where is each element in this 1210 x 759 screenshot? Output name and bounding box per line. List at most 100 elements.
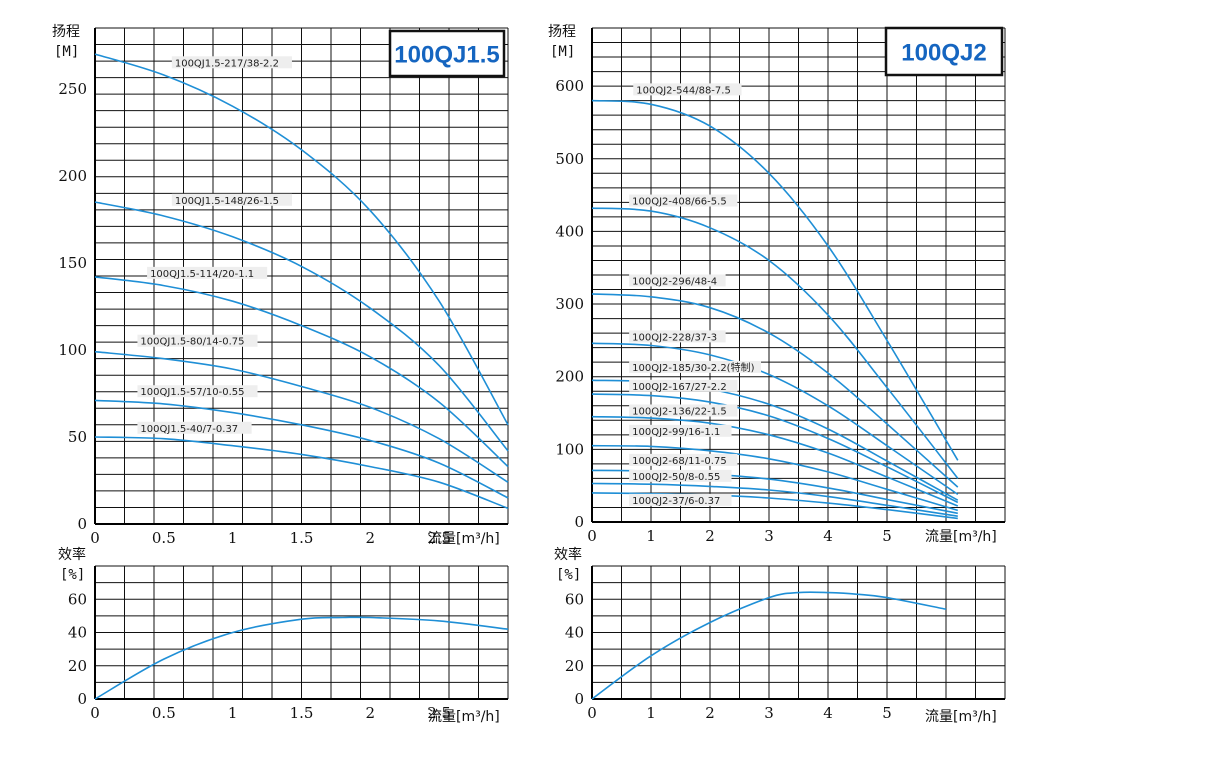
series-line-2 (591, 207, 959, 479)
x-tick-label: 1.5 (290, 529, 314, 547)
series-label: 100QJ1.5-40/7-0.37 (140, 424, 238, 435)
y-tick-label: 60 (565, 590, 584, 608)
y-axis-label: 效率 (554, 546, 582, 563)
chart-panel-3: 0 100 200 300 400 500 600 0 1 2 3 4 5 扬程 [M] 流量[m³/h] 10… (548, 24, 1006, 545)
series-label-bg (171, 56, 292, 69)
model-title: 100QJ2 (901, 40, 986, 67)
y-tick-label: 300 (555, 295, 584, 313)
grid (94, 27, 509, 525)
y-tick-label: 40 (565, 624, 584, 642)
y-tick-label: 500 (555, 150, 584, 168)
y-tick-label: 20 (565, 657, 584, 675)
series-label-bg (137, 334, 258, 347)
series-label-bg (171, 193, 292, 206)
series-line-11 (591, 492, 958, 520)
grid (591, 565, 1006, 700)
series-line-6 (94, 436, 509, 510)
series-label: 100QJ2-50/8-0.55 (632, 472, 720, 483)
y-axis-unit: [%] (60, 567, 85, 583)
series-label: 100QJ1.5-80/14-0.75 (140, 337, 244, 348)
series-label-bg (629, 330, 726, 343)
series-label-bg (629, 274, 726, 287)
series-line-10 (591, 482, 958, 517)
y-tick-label: 40 (68, 624, 87, 642)
model-title-box (884, 26, 1004, 77)
grid (94, 565, 509, 700)
y-tick-label: 0 (574, 690, 584, 708)
series-label-bg (629, 424, 732, 437)
x-tick-label: 0.5 (152, 529, 176, 547)
series-line-6 (591, 393, 959, 504)
series-label: 100QJ2-68/11-0.75 (632, 456, 727, 467)
x-tick-label: 0 (587, 527, 597, 545)
series-label: 100QJ2-136/22-1.5 (632, 406, 727, 417)
x-tick-label: 2 (705, 704, 715, 722)
x-tick-label: 0.5 (152, 704, 176, 722)
x-tick-label: 1 (228, 704, 238, 722)
y-axis-label: 效率 (58, 546, 86, 563)
y-axis-label: 扬程 (52, 24, 80, 40)
y-axis-label: 扬程 (548, 24, 576, 40)
x-tick-label: 5 (882, 704, 892, 722)
x-tick-label: 4 (823, 704, 833, 722)
x-tick-label: 2.5 (427, 529, 451, 547)
x-tick-label: 2 (705, 527, 715, 545)
series-label: 100QJ2-37/6-0.37 (632, 496, 720, 507)
x-tick-label: 3 (764, 527, 774, 545)
x-tick-label: 2.5 (427, 704, 451, 722)
series-label-bg (629, 469, 732, 482)
x-axis-label: 流量[m³/h] (925, 709, 997, 725)
y-tick-label: 0 (77, 690, 87, 708)
series-label-bg (629, 379, 738, 392)
series-label: 100QJ1.5-148/26-1.5 (175, 196, 279, 207)
x-tick-label: 2 (366, 529, 376, 547)
y-tick-label: 600 (555, 77, 584, 95)
series-label-bg (629, 493, 732, 506)
model-title-box (388, 29, 506, 78)
x-tick-label: 1 (228, 529, 238, 547)
y-tick-label: 0 (77, 515, 87, 533)
chart-panel-4: 0 20 40 60 0 1 2 3 4 5 效率 [%] 流量[m³/h] (554, 546, 1006, 725)
x-tick-label: 2 (366, 704, 376, 722)
series-label: 100QJ2-544/88-7.5 (636, 85, 731, 96)
model-title: 100QJ1.5 (394, 42, 499, 69)
x-axis-label: 流量[m³/h] (428, 709, 500, 725)
x-tick-label: 5 (882, 527, 892, 545)
y-tick-label: 400 (555, 222, 584, 240)
series-line-1 (94, 53, 509, 426)
series-label: 100QJ1.5-57/10-0.55 (140, 387, 244, 398)
series-line-3 (591, 293, 959, 488)
series-label: 100QJ2-408/66-5.5 (632, 197, 727, 208)
series-label: 100QJ2-99/16-1.1 (632, 427, 720, 438)
series-line-1 (591, 591, 947, 700)
series-line-4 (94, 350, 509, 483)
series-label-bg (137, 385, 258, 398)
series-label-bg (629, 194, 738, 207)
y-tick-label: 60 (68, 590, 87, 608)
x-tick-label: 4 (823, 527, 833, 545)
x-tick-label: 1.5 (290, 704, 314, 722)
x-axis-label: 流量[m³/h] (428, 531, 500, 547)
y-axis-unit: [M] (550, 44, 575, 60)
series-line-5 (94, 399, 509, 499)
series-line-1 (591, 99, 959, 461)
x-tick-label: 0 (587, 704, 597, 722)
series-label-bg (147, 266, 268, 279)
x-axis-label: 流量[m³/h] (925, 529, 997, 545)
series-label-bg (629, 453, 738, 466)
y-tick-label: 20 (68, 657, 87, 675)
series-label-bg (629, 404, 738, 417)
y-tick-label: 50 (68, 428, 87, 446)
x-tick-label: 3 (764, 704, 774, 722)
series-label-bg (137, 421, 252, 434)
y-tick-label: 0 (574, 513, 584, 531)
y-tick-label: 200 (58, 167, 87, 185)
y-tick-label: 100 (555, 440, 584, 458)
series-label: 100QJ2-167/27-2.2 (632, 382, 727, 393)
series-line-8 (591, 444, 959, 512)
series-line-4 (591, 342, 959, 496)
chart-panel-1: 0 50 100 150 200 250 0 0.5 1 1.5 2 2.5 扬程 [M] 流量[m³/h]… (52, 24, 509, 547)
y-tick-label: 100 (58, 341, 87, 359)
y-tick-label: 200 (555, 368, 584, 386)
